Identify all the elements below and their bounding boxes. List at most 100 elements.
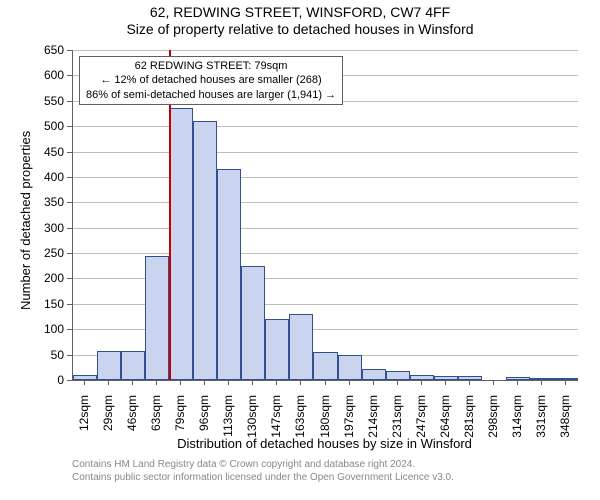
histogram-bar <box>362 369 386 380</box>
y-tick <box>67 228 72 229</box>
y-tick <box>67 380 72 381</box>
chart-subtitle: Size of property relative to detached ho… <box>0 21 600 40</box>
x-tick <box>228 380 229 385</box>
y-tick-label: 650 <box>0 43 64 57</box>
y-tick-label: 350 <box>0 195 64 209</box>
x-tick-label: 63sqm <box>149 395 163 445</box>
x-tick-label: 180sqm <box>318 395 332 445</box>
x-tick <box>541 380 542 385</box>
annotation-box: 62 REDWING STREET: 79sqm← 12% of detache… <box>79 56 343 105</box>
x-tick <box>517 380 518 385</box>
y-tick-label: 100 <box>0 322 64 336</box>
x-tick-label: 46sqm <box>125 395 139 445</box>
gridline <box>73 177 578 178</box>
y-tick <box>67 278 72 279</box>
histogram-bar <box>241 266 265 380</box>
y-tick <box>67 101 72 102</box>
x-tick-label: 147sqm <box>269 395 283 445</box>
x-tick-label: 348sqm <box>558 395 572 445</box>
x-tick-label: 197sqm <box>342 395 356 445</box>
x-tick-label: 298sqm <box>486 395 500 445</box>
y-tick-label: 550 <box>0 94 64 108</box>
y-tick <box>67 202 72 203</box>
y-tick <box>67 152 72 153</box>
x-tick-label: 130sqm <box>245 395 259 445</box>
x-tick-label: 113sqm <box>221 395 235 445</box>
annotation-line-2: ← 12% of detached houses are smaller (26… <box>86 73 336 87</box>
x-tick-label: 12sqm <box>77 395 91 445</box>
x-tick <box>84 380 85 385</box>
histogram-bar <box>289 314 313 380</box>
y-tick-label: 150 <box>0 297 64 311</box>
y-tick <box>67 50 72 51</box>
histogram-bar <box>145 256 169 380</box>
histogram-bar <box>265 319 289 380</box>
x-tick-label: 29sqm <box>101 395 115 445</box>
footer-line-2: Contains public sector information licen… <box>72 471 454 484</box>
x-tick <box>397 380 398 385</box>
x-tick-label: 214sqm <box>366 395 380 445</box>
x-tick <box>469 380 470 385</box>
x-tick <box>325 380 326 385</box>
x-tick-label: 314sqm <box>510 395 524 445</box>
x-tick-label: 247sqm <box>414 395 428 445</box>
x-tick <box>373 380 374 385</box>
x-tick <box>156 380 157 385</box>
x-tick-label: 331sqm <box>534 395 548 445</box>
chart-container: 62, REDWING STREET, WINSFORD, CW7 4FF Si… <box>0 0 600 500</box>
y-tick <box>67 177 72 178</box>
x-tick <box>132 380 133 385</box>
y-tick <box>67 355 72 356</box>
x-tick-label: 163sqm <box>293 395 307 445</box>
x-tick <box>252 380 253 385</box>
y-tick-label: 450 <box>0 145 64 159</box>
x-tick-label: 231sqm <box>390 395 404 445</box>
histogram-bar <box>97 351 121 380</box>
footer-line-1: Contains HM Land Registry data © Crown c… <box>72 458 454 471</box>
y-tick <box>67 329 72 330</box>
x-tick <box>276 380 277 385</box>
x-tick-label: 281sqm <box>462 395 476 445</box>
x-tick-label: 264sqm <box>438 395 452 445</box>
y-tick-label: 400 <box>0 170 64 184</box>
y-tick-label: 500 <box>0 119 64 133</box>
y-tick-label: 50 <box>0 348 64 362</box>
histogram-bar <box>217 169 241 380</box>
y-tick <box>67 304 72 305</box>
x-tick <box>493 380 494 385</box>
y-tick <box>67 253 72 254</box>
histogram-bar <box>73 375 97 380</box>
annotation-line-3: 86% of semi-detached houses are larger (… <box>86 88 336 102</box>
y-tick-label: 200 <box>0 271 64 285</box>
x-tick-label: 79sqm <box>173 395 187 445</box>
gridline <box>73 202 578 203</box>
y-tick-label: 600 <box>0 68 64 82</box>
plot-area: 62 REDWING STREET: 79sqm← 12% of detache… <box>72 50 578 381</box>
histogram-bar <box>169 108 193 380</box>
annotation-line-1: 62 REDWING STREET: 79sqm <box>86 59 336 73</box>
gridline <box>73 253 578 254</box>
x-tick <box>421 380 422 385</box>
y-tick-label: 0 <box>0 373 64 387</box>
x-tick-label: 96sqm <box>197 395 211 445</box>
y-tick-label: 300 <box>0 221 64 235</box>
chart-title: 62, REDWING STREET, WINSFORD, CW7 4FF <box>0 0 600 21</box>
gridline <box>73 228 578 229</box>
x-tick <box>565 380 566 385</box>
histogram-bar <box>386 371 410 380</box>
gridline <box>73 126 578 127</box>
y-tick <box>67 126 72 127</box>
x-tick <box>204 380 205 385</box>
gridline <box>73 152 578 153</box>
histogram-bar <box>313 352 337 380</box>
footer-attribution: Contains HM Land Registry data © Crown c… <box>72 458 454 484</box>
x-tick <box>349 380 350 385</box>
y-tick <box>67 75 72 76</box>
histogram-bar <box>121 351 145 380</box>
x-tick <box>108 380 109 385</box>
y-tick-label: 250 <box>0 246 64 260</box>
histogram-bar <box>193 121 217 380</box>
histogram-bar <box>338 355 362 380</box>
x-tick <box>445 380 446 385</box>
x-tick <box>180 380 181 385</box>
